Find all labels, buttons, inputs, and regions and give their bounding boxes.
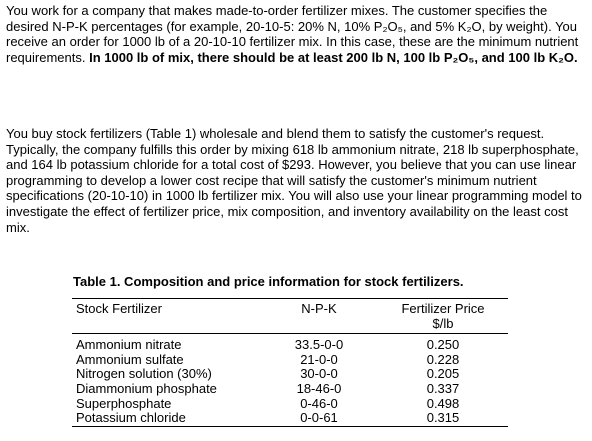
- table-cell: 0.337: [426, 380, 460, 396]
- header-cell: N-P-K: [260, 298, 378, 335]
- paragraph-bold: In 1000 lb of mix, there should be at le…: [89, 49, 578, 65]
- paragraph: You work for a company that makes made-t…: [6, 3, 588, 65]
- table-cell: 21-0-0: [300, 351, 338, 367]
- table-row: Ammonium nitrate 33.5-0-0 0.250: [72, 334, 508, 353]
- table-cell: 0-46-0: [300, 395, 338, 411]
- header-cell: Stock Fertilizer: [72, 298, 260, 335]
- table-cell: 0.228: [426, 351, 460, 367]
- table-cell: 0.205: [426, 366, 460, 382]
- table-row: Superphosphate 0-46-0 0.498: [72, 395, 508, 412]
- table-cell: Ammonium nitrate: [76, 337, 182, 353]
- table-cell: 0.315: [426, 410, 460, 426]
- table-cell: 0.250: [426, 337, 460, 353]
- table-cell: Ammonium sulfate: [76, 351, 184, 367]
- table-cell: Potassium chloride: [76, 410, 186, 426]
- table-cell: 0.498: [426, 395, 460, 411]
- table-cell: Nitrogen solution (30%): [76, 366, 212, 382]
- table-cell: 30-0-0: [300, 366, 338, 382]
- table: Stock Fertilizer N-P-K Fertilizer Price $…: [72, 298, 508, 427]
- paragraph-text: You buy stock fertilizers (Table 1) whol…: [6, 126, 582, 235]
- paragraph-text: You work for a company that makes made-t…: [6, 3, 579, 65]
- table-body: Ammonium nitrate 33.5-0-0 0.250 Ammonium su…: [72, 334, 508, 427]
- table-title: Table 1. Composition and price informati…: [73, 274, 464, 289]
- table-row: Diammonium phosphate 18-46-0 0.337: [72, 380, 508, 397]
- table-row: Potassium chloride 0-0-61 0.315: [72, 410, 508, 426]
- header-row: Stock Fertilizer N-P-K Fertilizer Price $…: [72, 298, 508, 335]
- table-cell: 18-46-0: [296, 380, 342, 396]
- table-cell: 0-0-61: [300, 410, 338, 426]
- table-cell: 33.5-0-0: [294, 337, 344, 353]
- table-row: Nitrogen solution (30%) 30-0-0 0.205: [72, 367, 508, 382]
- table-cell: Diammonium phosphate: [76, 380, 217, 396]
- header-unit: $/lb: [432, 315, 454, 331]
- table-cell: Superphosphate: [76, 395, 172, 411]
- paragraph: You buy stock fertilizers (Table 1) whol…: [6, 126, 588, 235]
- table-row: Ammonium sulfate 21-0-0 0.228: [72, 351, 508, 368]
- header-cell: Fertilizer Price $/lb: [378, 298, 508, 335]
- header-text: Fertilizer Price: [401, 301, 485, 316]
